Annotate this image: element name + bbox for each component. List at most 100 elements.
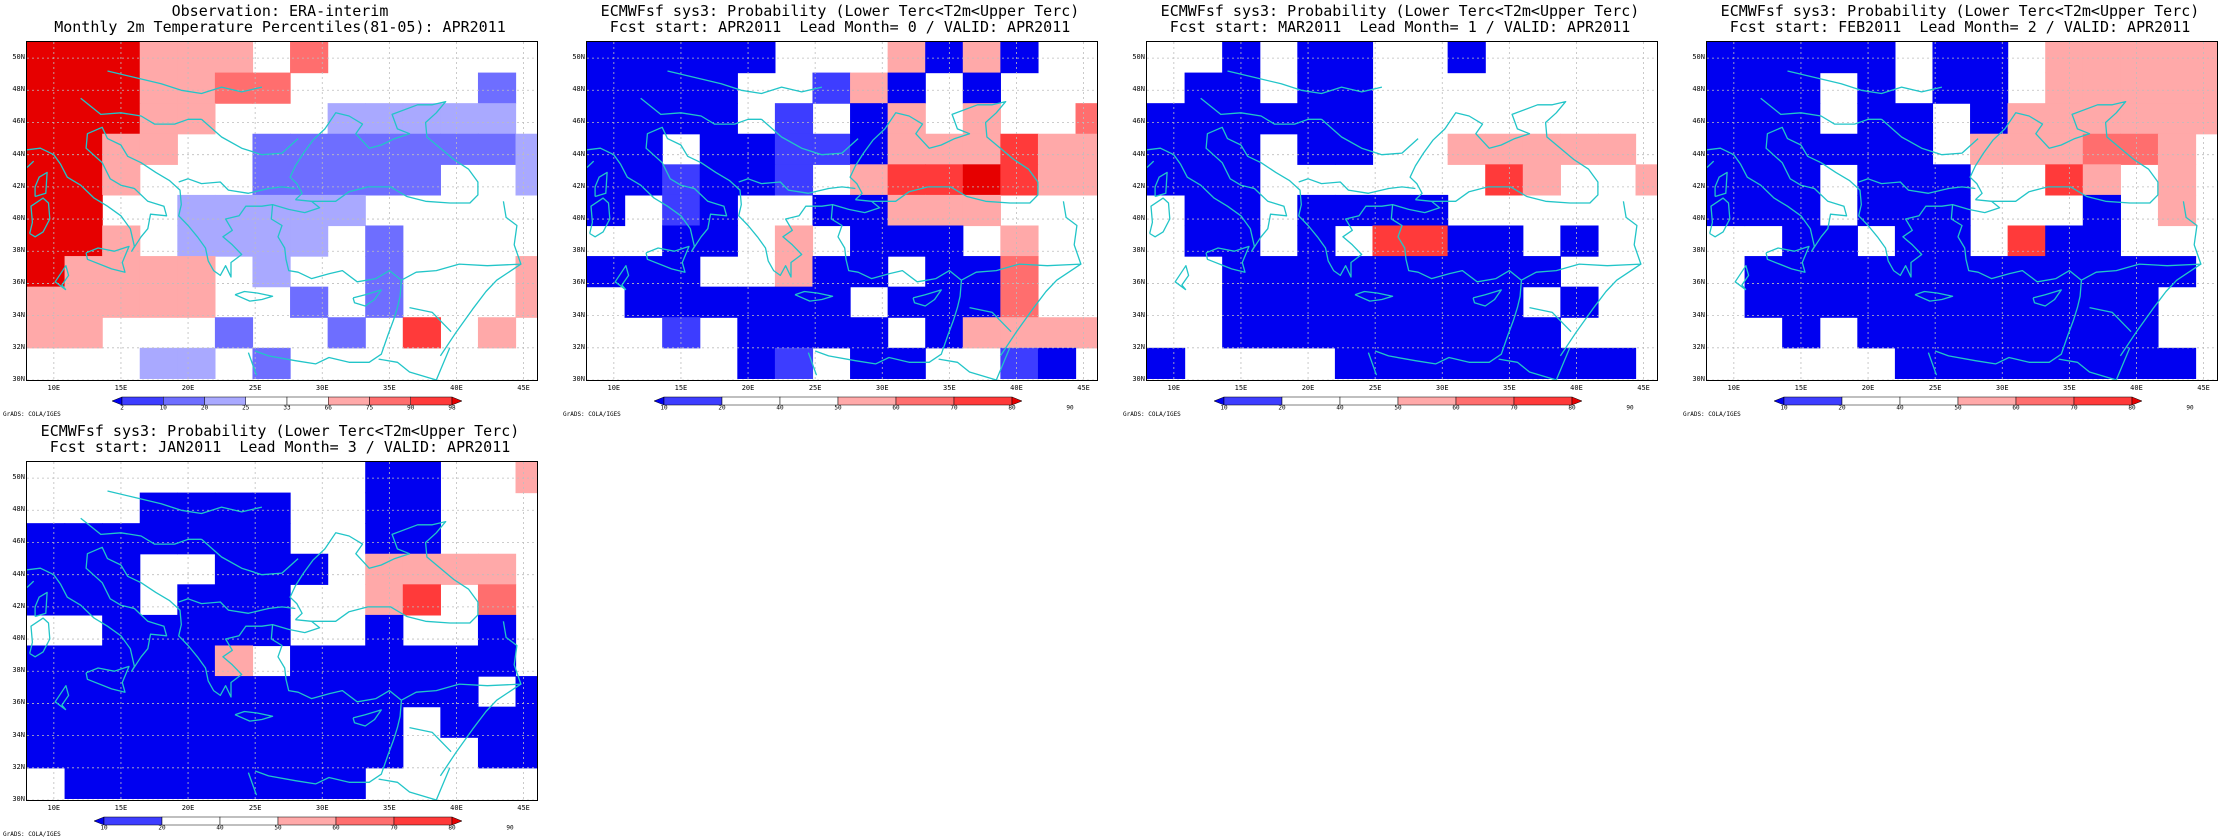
grid-cell [365, 462, 404, 494]
grid-cell [1334, 256, 1374, 288]
longitude-tick-label: 10E [1167, 384, 1181, 392]
coastline [401, 621, 522, 701]
longitude-tick-label: 15E [674, 384, 688, 392]
latitude-tick-label: 30N [12, 795, 25, 803]
grid-cell [365, 676, 404, 708]
grid-cell [139, 737, 178, 769]
latitude-tick-label: 32N [572, 342, 585, 351]
longitude-tick-label: 10E [47, 384, 61, 392]
grid-cell [1184, 164, 1223, 196]
grid-cell [587, 256, 626, 288]
colorbar-swatch [103, 816, 163, 826]
latitude-tick-label: 40N [12, 634, 25, 643]
grid-cell [27, 286, 66, 318]
colorbar-label: 75 [366, 405, 374, 411]
colorbar-label: 2 [120, 405, 124, 411]
grid-cell [440, 676, 479, 708]
grid-cell [2045, 42, 2084, 74]
longitude-tick-label: 30E [1995, 384, 2009, 392]
coastline [1354, 290, 1394, 302]
grid-cell [327, 103, 366, 135]
grid-cell [774, 133, 814, 165]
latitude-tick-label: 38N [572, 246, 585, 255]
grid-cell [214, 225, 254, 257]
grid-cell [2157, 347, 2197, 379]
grid-cell [365, 645, 404, 677]
grid-cell [587, 72, 626, 104]
grid-cell [252, 256, 291, 288]
colorbar-swatch [286, 396, 329, 406]
panel-title-line2: Fcst start: APR2011 Lead Month= 0 / VALI… [609, 18, 1071, 36]
coastline [667, 70, 823, 95]
colorbar-swatch [369, 396, 411, 406]
coastline [272, 620, 321, 634]
coastline [1498, 347, 1571, 380]
grid-cell [214, 676, 254, 708]
grid-cell [1037, 164, 1077, 196]
coastline [1174, 265, 1190, 291]
grid-cell [1635, 164, 1657, 196]
panel-title-line1: ECMWFsf sys3: Probability (Lower Terc<T2… [1720, 2, 2200, 20]
colorbar-swatch [245, 396, 288, 406]
grid-cell [2007, 133, 2046, 165]
grid-cell [1147, 103, 1186, 135]
latitude-tick-label: 44N [12, 149, 25, 158]
colorbar-label: 50 [834, 405, 842, 411]
grid-cell [1782, 225, 1821, 257]
grid-cell [1000, 133, 1039, 165]
grid-cell [1744, 72, 1783, 104]
grid-cell [887, 286, 926, 318]
latitude-tick-label: 42N [12, 181, 25, 190]
colorbar-swatch [2015, 396, 2075, 406]
grid-cell [177, 676, 216, 708]
grid-cell [1000, 317, 1039, 349]
grid-cell [64, 286, 103, 318]
colorbar-swatch [1899, 396, 1959, 406]
coastline [938, 347, 1011, 380]
latitude-tick-label: 38N [12, 246, 25, 255]
grid-cell [1000, 256, 1039, 288]
colorbar-label: 10 [660, 405, 668, 411]
grid-cell [1222, 194, 1261, 227]
colorbar-label: 70 [1510, 405, 1518, 411]
grid-cell [402, 462, 441, 494]
coastline [1927, 352, 1938, 376]
coastline [589, 197, 611, 238]
panel-title-line2: Monthly 2m Temperature Percentiles(81-05… [54, 18, 506, 36]
grid-cell [1297, 286, 1336, 318]
longitude-tick-label: 35E [1503, 384, 1516, 392]
grid-cell [177, 767, 216, 799]
grid-cell [477, 706, 517, 738]
coastline [2081, 201, 2202, 281]
coastline [849, 100, 1039, 204]
map-plot-area [1146, 41, 1658, 381]
grid-cell [515, 256, 537, 288]
grid-cell [477, 584, 517, 616]
grid-cell [1932, 42, 1971, 74]
grid-cell [737, 286, 776, 318]
coastline [34, 591, 48, 618]
grid-cell [1894, 164, 1934, 196]
colorbar-label: 25 [242, 405, 250, 411]
longitude-tick-label: 45E [1077, 384, 1090, 392]
grid-cell [1297, 42, 1336, 74]
colorbar-label: 20 [158, 825, 166, 831]
grid-cell [515, 286, 537, 318]
grid-cell [64, 676, 103, 708]
grid-cell [64, 317, 103, 349]
grid-cell [327, 706, 366, 738]
colorbar-swatch [1397, 396, 1457, 406]
longitude-tick-label: 45E [1637, 384, 1650, 392]
latitude-tick-label: 34N [572, 310, 585, 319]
grid-cell [1932, 256, 1971, 288]
grid-cell [64, 645, 103, 677]
colorbar-swatch [1841, 396, 1901, 406]
colorbar: 10 20 40 50 60 70 80 90 [653, 396, 1074, 411]
colorbar-label: 50 [274, 825, 282, 831]
coastline [1147, 126, 1523, 365]
longitude-tick-label: 35E [2063, 384, 2076, 392]
grid-cell [515, 676, 537, 708]
latitude-tick-label: 50N [1692, 53, 1705, 62]
latitude-tick-label: 42N [572, 181, 585, 190]
grid-cell [2195, 72, 2217, 104]
